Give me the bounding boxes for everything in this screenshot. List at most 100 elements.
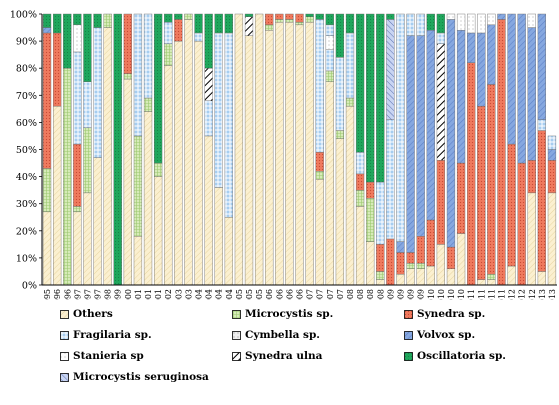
bar-segment-0-4 <box>42 13 52 28</box>
legend-swatch-fill <box>60 351 69 361</box>
legend-swatch-others <box>60 309 69 319</box>
x-tick-label: 1997 <box>83 289 92 300</box>
legend-swatch-fill <box>60 372 69 382</box>
x-tick-label: 1998 <box>104 289 113 300</box>
bar-segment-13-1 <box>174 19 183 42</box>
bar-segment-34-2 <box>386 19 395 120</box>
x-tick-label: 2002 <box>164 289 173 300</box>
bar-segment-29-3 <box>335 13 345 58</box>
bar-segment-30-3 <box>345 13 355 34</box>
bar-segment-19-0 <box>234 13 244 286</box>
bar-segment-0-2 <box>42 32 52 169</box>
bar-segment-30-0 <box>345 105 355 286</box>
bar-segment-49-3 <box>537 13 546 120</box>
bar-segment-15-2 <box>194 13 203 34</box>
bar-segment-47-1 <box>517 13 526 164</box>
x-tick-label: 2012 <box>508 289 517 300</box>
bar-segment-26-1 <box>305 16 314 23</box>
bar-segment-1-1 <box>53 32 62 107</box>
bar-segment-1-2 <box>53 13 62 34</box>
bar-segment-44-0 <box>487 279 496 286</box>
legend-label: Stanieria sp <box>73 350 144 362</box>
x-tick-label: 2004 <box>215 289 224 300</box>
bar-segment-20-1 <box>244 16 254 36</box>
bar-segment-5-2 <box>93 13 102 28</box>
x-tick-label: 2005 <box>255 289 264 300</box>
x-tick-labels: 1995 1996 1996 1997 1997 1997 1998 1999 2000 2001… <box>43 289 557 300</box>
bar-segment-9-2 <box>133 13 143 137</box>
bar-segment-40-2 <box>446 19 456 248</box>
bar-segment-5-1 <box>93 27 102 158</box>
bar-segment-40-1 <box>446 246 456 269</box>
bar-segment-45-1 <box>497 13 506 20</box>
bar-segment-31-4 <box>355 13 365 153</box>
x-tick-label: 2010 <box>457 289 466 300</box>
x-tick-label: 2008 <box>376 289 385 300</box>
bar-segment-38-3 <box>426 13 435 31</box>
bar-segment-8-0 <box>123 78 132 286</box>
bar-segment-33-3 <box>376 181 385 245</box>
y-tick-label: 70% <box>16 91 37 102</box>
x-tick-label: 2001 <box>144 289 153 300</box>
bar-segment-48-2 <box>527 27 536 161</box>
legend-label: Microcystis seruginosa <box>73 371 209 383</box>
x-tick-label: 1995 <box>43 289 52 300</box>
bar-segment-3-2 <box>73 143 82 207</box>
bar-segment-39-4 <box>436 13 446 34</box>
bar-segment-36-2 <box>406 252 415 264</box>
x-tick-label: 2007 <box>306 289 315 300</box>
bar-segment-7-0 <box>113 13 122 286</box>
bar-segment-38-0 <box>426 265 435 286</box>
bar-segment-26-0 <box>305 21 314 286</box>
bar-segment-38-2 <box>426 30 435 221</box>
bar-segment-50-2 <box>547 149 557 161</box>
legend-label: Cymbella sp. <box>245 329 320 341</box>
bar-segment-8-2 <box>123 13 132 74</box>
bar-segment-23-1 <box>275 19 284 23</box>
legend-item-synedraulna: Synedra ulna <box>232 350 322 362</box>
bar-segment-3-1 <box>73 206 82 213</box>
bar-segment-40-0 <box>446 268 456 286</box>
bar-segment-18-0 <box>224 217 233 286</box>
bar-segment-28-3 <box>325 35 334 50</box>
x-tick-label: 1996 <box>63 289 72 300</box>
x-tick-label: 2006 <box>275 289 284 300</box>
x-tick-label: 2008 <box>366 289 375 300</box>
bar-segment-39-2 <box>436 43 446 161</box>
x-tick-label: 2007 <box>316 289 325 300</box>
bar-segment-30-2 <box>345 32 355 99</box>
bar-segment-48-1 <box>527 160 536 194</box>
legend-swatch-fill <box>232 309 241 319</box>
bar-segment-12-3 <box>164 13 173 23</box>
bar-segment-31-1 <box>355 189 365 207</box>
x-tick-label: 2013 <box>548 289 557 300</box>
bar-segment-44-1 <box>487 273 496 280</box>
bar-segment-24-0 <box>285 21 294 286</box>
bar-segment-24-2 <box>285 13 294 20</box>
y-tick-label: 50% <box>16 145 37 156</box>
bar-segment-3-0 <box>73 211 82 286</box>
legend-item-mseruginosa: Microcystis seruginosa <box>60 371 209 383</box>
bar-segment-33-0 <box>376 279 385 286</box>
bar-segment-49-2 <box>537 119 546 131</box>
bar-segment-6-0 <box>103 27 112 286</box>
x-tick-label: 2008 <box>356 289 365 300</box>
legend-item-fragilaria: Fragilaria sp. <box>60 329 152 341</box>
bar-segment-10-2 <box>143 13 153 99</box>
bar-segment-29-1 <box>335 130 345 139</box>
bars-layer <box>42 13 557 286</box>
x-tick-label: 2004 <box>195 289 204 300</box>
bar-segment-13-2 <box>174 13 183 20</box>
bar-segment-37-2 <box>416 236 425 264</box>
x-tick-label: 2005 <box>235 289 244 300</box>
x-tick-label: 2003 <box>184 289 193 300</box>
bar-segment-33-2 <box>376 244 385 272</box>
bar-segment-32-1 <box>366 198 375 242</box>
bar-segment-31-0 <box>355 206 365 286</box>
bar-segment-41-3 <box>456 13 466 31</box>
legend-swatch-fill <box>404 330 413 340</box>
x-tick-label: 2005 <box>245 289 254 300</box>
x-tick-label: 2007 <box>326 289 335 300</box>
legend-swatch-fill <box>232 330 241 340</box>
bar-segment-27-2 <box>315 152 324 172</box>
